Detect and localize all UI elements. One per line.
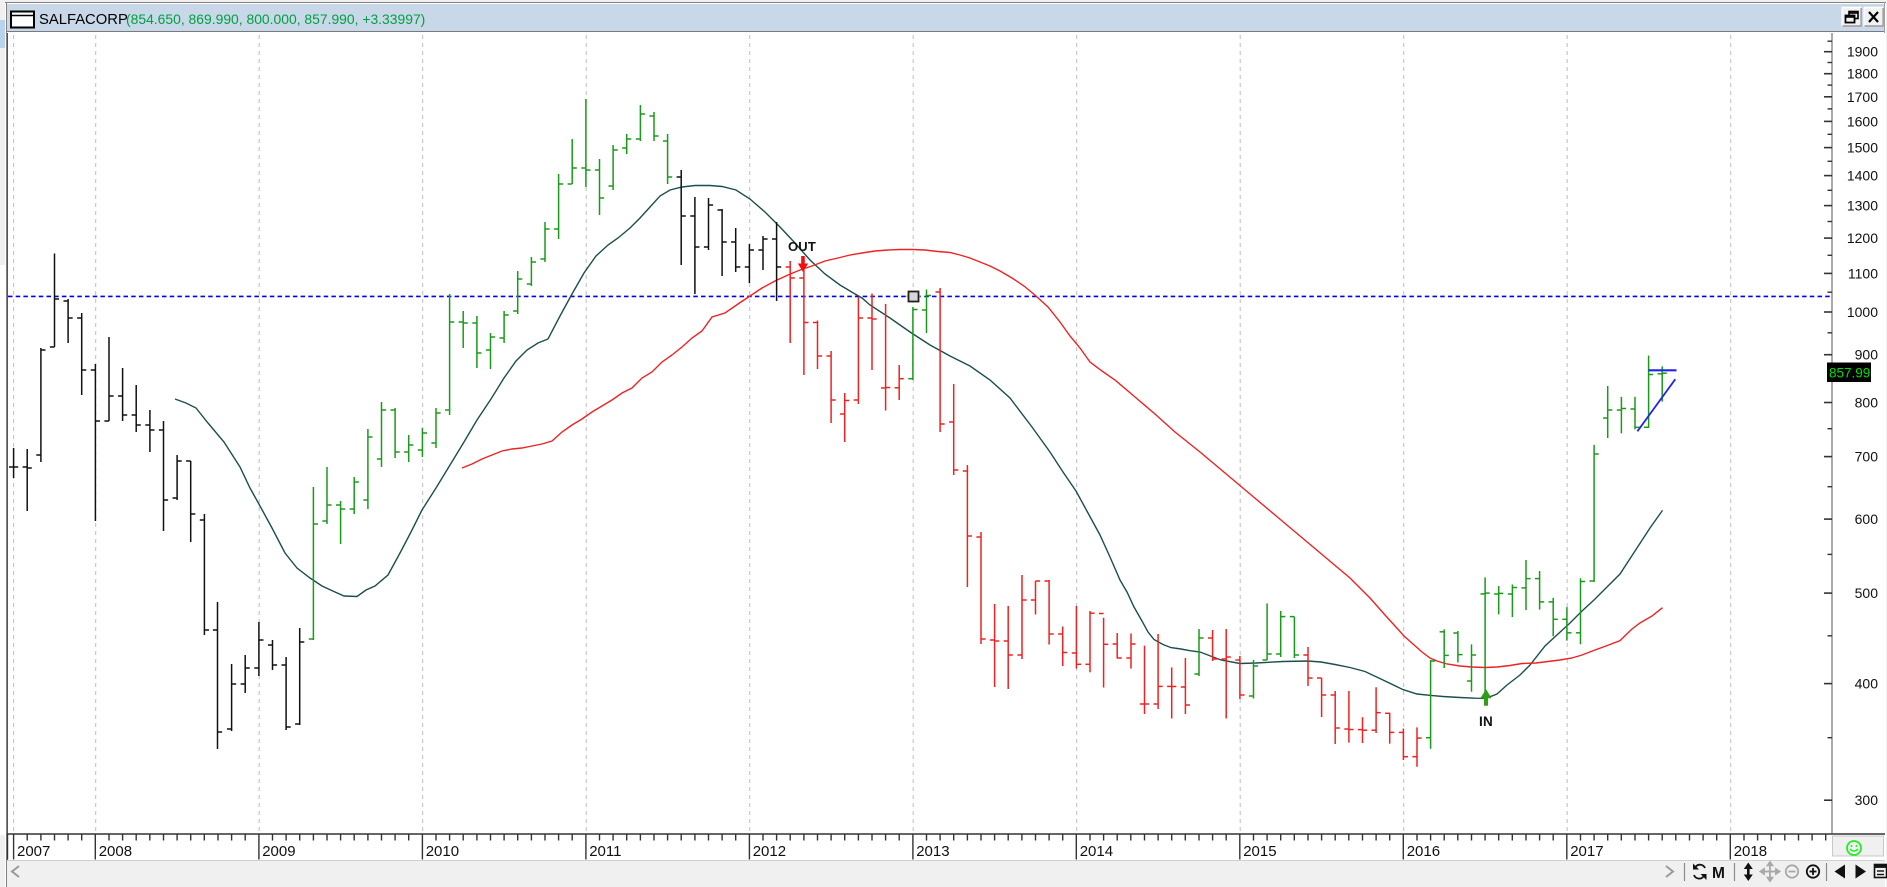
svg-text:1500: 1500 [1847, 140, 1878, 156]
svg-text:1200: 1200 [1847, 230, 1878, 246]
svg-text:2010: 2010 [426, 843, 459, 860]
svg-text:2018: 2018 [1734, 843, 1767, 860]
svg-text:2012: 2012 [753, 843, 786, 860]
svg-text:1100: 1100 [1848, 265, 1878, 281]
svg-text:1800: 1800 [1847, 66, 1878, 82]
svg-text:2007: 2007 [17, 843, 50, 860]
svg-text:2013: 2013 [916, 843, 949, 860]
svg-text:2011: 2011 [589, 843, 621, 860]
svg-text:1900: 1900 [1847, 44, 1878, 60]
svg-text:2017: 2017 [1570, 843, 1603, 860]
svg-text:IN: IN [1479, 714, 1493, 729]
svg-text:2016: 2016 [1407, 843, 1440, 860]
svg-text:300: 300 [1855, 792, 1879, 808]
svg-text:700: 700 [1855, 449, 1879, 465]
svg-text:OUT: OUT [788, 239, 816, 254]
svg-text:800: 800 [1855, 395, 1879, 411]
svg-text:(854.650, 869.990, 800.000, 85: (854.650, 869.990, 800.000, 857.990, +3.… [126, 11, 425, 27]
svg-text:400: 400 [1855, 676, 1879, 692]
svg-text:1300: 1300 [1847, 198, 1878, 214]
svg-text:600: 600 [1855, 511, 1879, 527]
svg-text:2014: 2014 [1080, 843, 1113, 860]
svg-text:1700: 1700 [1847, 89, 1878, 105]
svg-text:M: M [1712, 865, 1725, 882]
svg-text:SALFACORP: SALFACORP [39, 12, 128, 28]
svg-text:1600: 1600 [1847, 113, 1878, 129]
svg-text:2015: 2015 [1243, 843, 1276, 860]
svg-text:2009: 2009 [262, 843, 295, 860]
svg-text:857.99: 857.99 [1829, 366, 1870, 381]
svg-text:2008: 2008 [99, 843, 132, 860]
svg-text:500: 500 [1855, 585, 1879, 601]
svg-text:1400: 1400 [1847, 168, 1878, 184]
svg-text:1000: 1000 [1847, 304, 1878, 320]
svg-text:900: 900 [1855, 347, 1879, 363]
